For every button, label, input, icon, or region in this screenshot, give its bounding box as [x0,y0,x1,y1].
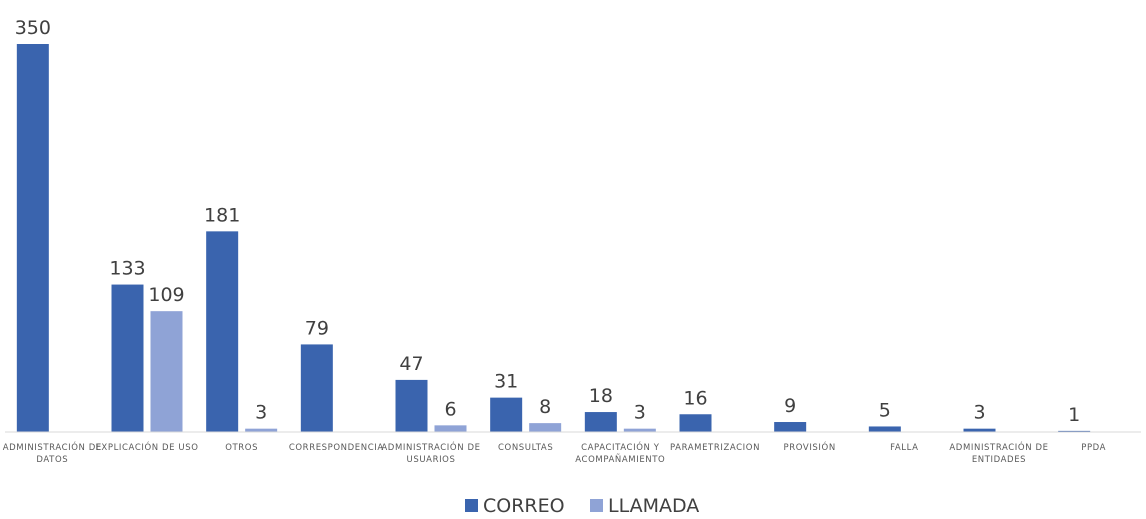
category-label-6-0: CAPACITACIÓN Y [581,441,660,453]
category-label-2-0: OTROS [225,443,258,453]
category-label-8-0: PROVISIÓN [784,441,836,453]
bar-llamada-6 [623,428,656,432]
category-label-1-0: EXPLICACIÓN DE USO [95,441,198,453]
bar-correo-5 [490,397,523,432]
category-label-4-0: ADMINISTRACIÓN DE [381,441,480,453]
data-label-correo-3: 79 [305,317,329,339]
bar-correo-4 [395,379,428,432]
data-label-correo-10: 3 [973,402,985,424]
legend-label-correo: CORREO [483,495,565,517]
data-label-llamada-2: 3 [255,402,267,424]
category-label-5-0: CONSULTAS [498,443,553,453]
data-label-llamada-6: 3 [634,402,646,424]
data-label-correo-11: 1 [1068,404,1080,426]
data-label-llamada-1: 109 [148,284,184,306]
data-label-correo-8: 9 [784,395,796,417]
legend: CORREO LLAMADA [465,495,699,517]
category-label-3-0: CORRESPONDENCIA [289,443,384,453]
category-label-10-1: ENTIDADES [972,455,1026,465]
data-label-correo-1: 133 [109,258,145,280]
bar-correo-10 [963,428,996,432]
category-label-10-0: ADMINISTRACIÓN DE [949,441,1048,453]
data-label-correo-5: 31 [494,371,518,393]
data-label-llamada-5: 8 [539,396,551,418]
data-label-correo-6: 18 [589,385,613,407]
bar-correo-7 [679,414,712,432]
bars-layer [16,44,1091,432]
data-label-correo-2: 181 [204,204,240,226]
category-label-0-0: ADMINISTRACIÓN DE [3,441,102,453]
category-label-6-1: ACOMPAÑAMIENTO [575,454,665,465]
category-label-7-0: PARAMETRIZACION [670,443,760,453]
legend-swatch-llamada [590,499,603,512]
bar-correo-11 [1058,430,1091,432]
legend-swatch-correo [465,499,478,512]
category-label-0-1: DATOS [36,455,68,465]
bar-correo-0 [16,44,49,432]
data-label-correo-4: 47 [399,353,423,375]
data-label-correo-0: 350 [15,17,51,39]
bar-correo-2 [206,231,239,432]
bar-llamada-5 [529,423,562,432]
data-label-correo-9: 5 [879,399,891,421]
bar-correo-3 [300,344,333,432]
bar-correo-8 [774,422,807,432]
category-label-9-0: FALLA [890,443,918,453]
category-label-11-0: PPDA [1081,443,1106,453]
data-label-llamada-4: 6 [444,398,456,420]
data-label-correo-7: 16 [683,387,707,409]
bar-llamada-1 [150,311,183,432]
bar-llamada-4 [434,425,467,432]
bar-correo-6 [584,412,617,432]
category-label-4-1: USUARIOS [407,455,456,465]
legend-label-llamada: LLAMADA [608,495,699,517]
bar-correo-1 [111,284,144,432]
bar-correo-9 [868,426,901,432]
bar-llamada-2 [245,428,278,432]
